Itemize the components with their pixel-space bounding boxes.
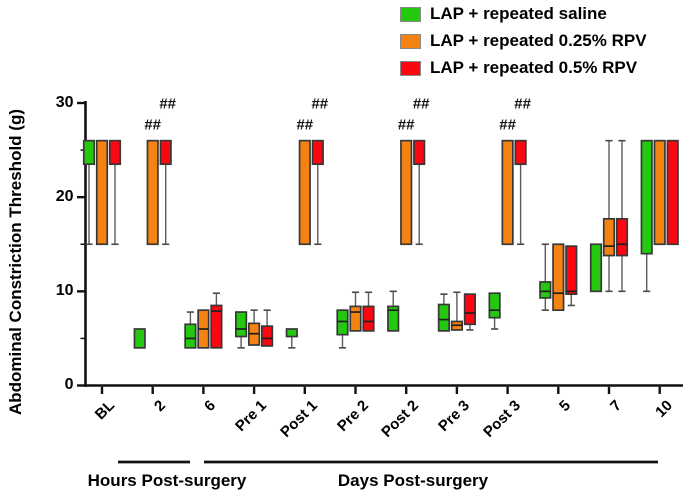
box-2-4 [311, 139, 324, 166]
legend-item-saline: LAP + repeated saline [400, 4, 647, 24]
box-0-0 [82, 139, 96, 166]
legend-label: LAP + repeated 0.5% RPV [430, 58, 638, 77]
significance-annotation: ## [398, 116, 415, 133]
box-2-0 [108, 139, 122, 166]
box-0-9 [539, 281, 552, 299]
box-2-9 [565, 245, 578, 296]
box-2-2 [210, 304, 223, 349]
box-1-0 [95, 139, 109, 246]
significance-annotation: ## [311, 96, 328, 113]
box-2-3 [261, 325, 274, 347]
box-2-7 [463, 293, 476, 326]
y-tick-label: 0 [64, 376, 74, 393]
box-1-9 [552, 243, 565, 312]
box-2-1 [159, 139, 172, 166]
box-0-6 [387, 305, 400, 332]
box-2-5 [362, 305, 375, 332]
box-0-4 [285, 328, 298, 338]
box-0-2 [184, 323, 197, 349]
box-0-3 [235, 311, 248, 338]
legend-item-rpv05: LAP + repeated 0.5% RPV [400, 58, 647, 78]
box-2-6 [413, 139, 426, 166]
legend-label: LAP + repeated 0.25% RPV [430, 31, 647, 50]
box-0-10 [589, 243, 603, 293]
significance-annotation: ## [514, 96, 531, 113]
box-1-5 [349, 305, 362, 332]
box-0-8 [488, 292, 501, 319]
box-2-8 [514, 139, 527, 166]
significance-annotation: ## [413, 96, 430, 113]
legend: LAP + repeated saline LAP + repeated 0.2… [400, 4, 647, 85]
significance-annotation: ## [159, 96, 176, 113]
legend-label: LAP + repeated saline [430, 4, 607, 23]
legend-swatch-red [400, 60, 421, 76]
legend-item-rpv025: LAP + repeated 0.25% RPV [400, 31, 647, 51]
legend-swatch-green [400, 6, 421, 22]
box-0-11 [640, 139, 653, 255]
y-axis-title: Abdominal Constriction Threshold (g) [6, 109, 25, 415]
significance-annotation: ## [144, 116, 161, 133]
y-tick-label: 20 [55, 187, 74, 205]
box-0-5 [336, 309, 349, 336]
box-1-1 [146, 139, 159, 246]
box-0-7 [437, 303, 450, 332]
box-1-10 [602, 217, 616, 257]
box-2-10 [615, 217, 629, 257]
box-0-1 [133, 328, 146, 349]
significance-annotation: ## [296, 116, 313, 133]
y-tick-label: 10 [55, 281, 74, 299]
significance-annotation: ## [499, 116, 516, 133]
y-tick-label: 30 [55, 93, 74, 111]
box-2-11 [666, 139, 679, 246]
box-1-11 [653, 139, 666, 246]
legend-swatch-orange [400, 33, 421, 49]
box-1-4 [298, 139, 311, 246]
x-group-label-days: Days Post-surgery [337, 471, 489, 490]
box-1-8 [501, 139, 514, 246]
x-group-label-hours: Hours Post-surgery [87, 471, 247, 490]
box-1-6 [400, 139, 413, 246]
